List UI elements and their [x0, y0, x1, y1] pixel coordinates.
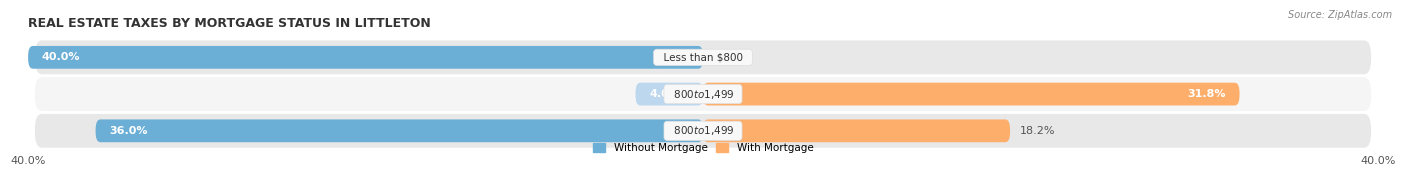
Legend: Without Mortgage, With Mortgage: Without Mortgage, With Mortgage — [589, 139, 817, 157]
FancyBboxPatch shape — [28, 46, 703, 69]
Text: 36.0%: 36.0% — [110, 126, 148, 136]
FancyBboxPatch shape — [703, 83, 1240, 105]
Text: REAL ESTATE TAXES BY MORTGAGE STATUS IN LITTLETON: REAL ESTATE TAXES BY MORTGAGE STATUS IN … — [28, 17, 430, 30]
Text: 40.0%: 40.0% — [42, 52, 80, 62]
FancyBboxPatch shape — [35, 40, 1371, 74]
Text: $800 to $1,499: $800 to $1,499 — [666, 88, 740, 101]
Text: 4.0%: 4.0% — [650, 89, 681, 99]
FancyBboxPatch shape — [35, 77, 1371, 111]
Text: Less than $800: Less than $800 — [657, 52, 749, 62]
FancyBboxPatch shape — [96, 119, 703, 142]
Text: Source: ZipAtlas.com: Source: ZipAtlas.com — [1288, 10, 1392, 20]
FancyBboxPatch shape — [703, 119, 1010, 142]
FancyBboxPatch shape — [35, 114, 1371, 148]
Text: $800 to $1,499: $800 to $1,499 — [666, 124, 740, 137]
Text: 0.0%: 0.0% — [723, 52, 751, 62]
FancyBboxPatch shape — [636, 83, 703, 105]
Text: 31.8%: 31.8% — [1188, 89, 1226, 99]
Text: 18.2%: 18.2% — [1021, 126, 1056, 136]
